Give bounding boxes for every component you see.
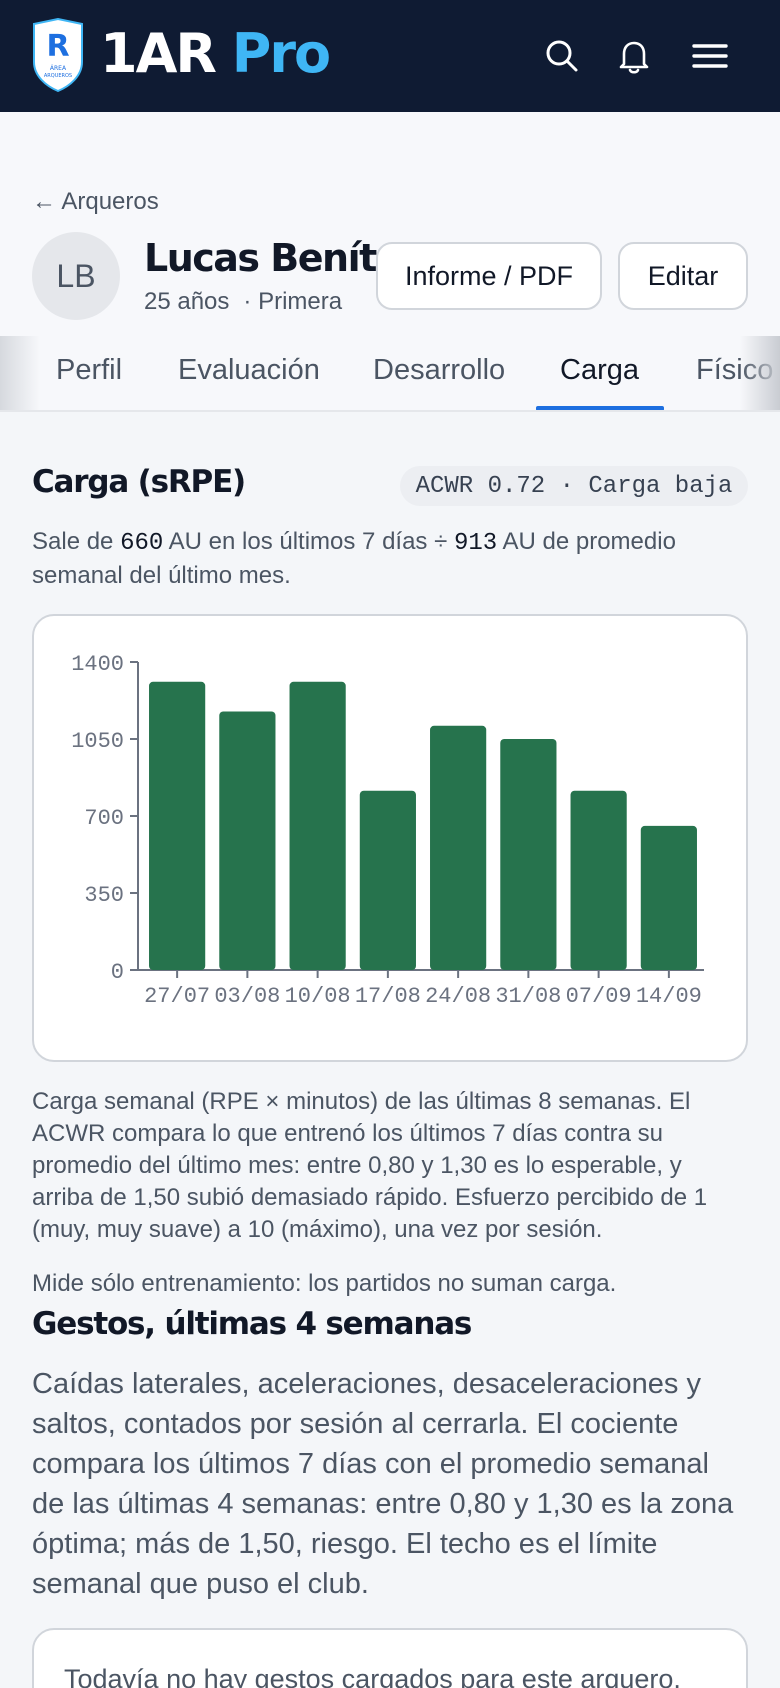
brand-accent: Pro bbox=[231, 22, 331, 85]
y-tick-label: 0 bbox=[111, 960, 124, 985]
load-summary: Sale de 660 AU en los últimos 7 días ÷ 9… bbox=[32, 526, 748, 592]
bell-icon[interactable] bbox=[614, 36, 654, 76]
summary-mid: AU en los últimos 7 días ÷ bbox=[163, 528, 454, 555]
tab-carga[interactable]: Carga bbox=[560, 354, 639, 386]
x-tick-label: 03/08 bbox=[214, 984, 280, 1009]
y-tick-label: 1050 bbox=[71, 729, 124, 754]
app-header: R ÁREA ARQUEROS 1AR Pro bbox=[0, 0, 780, 112]
y-tick-label: 350 bbox=[84, 883, 124, 908]
x-tick-label: 17/08 bbox=[355, 984, 421, 1009]
chart-bar bbox=[570, 790, 627, 970]
svg-text:R: R bbox=[46, 29, 69, 64]
load-explanation: Carga semanal (RPE × minutos) de las últ… bbox=[32, 1088, 708, 1243]
tab-scroll-fade-left bbox=[0, 336, 40, 410]
chart-bar bbox=[289, 681, 346, 970]
chart-bar bbox=[430, 725, 487, 970]
tab-perfil[interactable]: Perfil bbox=[56, 354, 123, 386]
chart-bar bbox=[149, 681, 206, 970]
search-icon[interactable] bbox=[542, 36, 582, 76]
svg-text:ARQUEROS: ARQUEROS bbox=[44, 73, 72, 79]
acwr-badge: ACWR 0.72 · Carga baja bbox=[400, 466, 748, 506]
active-tab-indicator bbox=[536, 406, 664, 410]
gestures-empty-card: Todavía no hay gestos cargados para este… bbox=[32, 1628, 748, 1688]
load-section-title: Carga (sRPE) bbox=[32, 464, 246, 500]
x-tick-label: 27/07 bbox=[144, 984, 210, 1009]
tab-evaluacion[interactable]: Evaluación bbox=[178, 354, 320, 386]
gestures-empty-message: Todavía no hay gestos cargados para este… bbox=[64, 1664, 681, 1688]
edit-button[interactable]: Editar bbox=[618, 242, 748, 310]
report-pdf-button[interactable]: Informe / PDF bbox=[376, 242, 602, 310]
avatar: LB bbox=[32, 232, 120, 320]
back-link[interactable]: ← Arqueros bbox=[32, 188, 159, 215]
y-tick-label: 700 bbox=[84, 806, 124, 831]
summary-post: AU de promedio semanal del último mes. bbox=[32, 528, 676, 589]
load-chart-card: 0 350 700 1050 1400 27/07 03/08 10/08 17/08 24/08… bbox=[32, 614, 748, 1062]
gestures-section-title: Gestos, últimas 4 semanas bbox=[32, 1306, 472, 1342]
load-note: Mide sólo entrenamiento: los partidos no… bbox=[32, 1270, 617, 1297]
x-tick-label: 07/09 bbox=[566, 984, 632, 1009]
svg-text:ÁREA: ÁREA bbox=[50, 65, 67, 72]
app-logo[interactable]: R ÁREA ARQUEROS bbox=[30, 18, 86, 92]
tab-desarrollo[interactable]: Desarrollo bbox=[373, 354, 506, 386]
player-category: · Primera bbox=[243, 288, 343, 315]
y-tick-label: 1400 bbox=[71, 652, 124, 677]
player-name: Lucas Benítez bbox=[144, 236, 422, 280]
summary-chronic-value: 913 bbox=[453, 530, 498, 557]
player-age: 25 años bbox=[144, 288, 230, 315]
x-tick-label: 10/08 bbox=[285, 984, 351, 1009]
x-tick-label: 31/08 bbox=[495, 984, 561, 1009]
chart-bar bbox=[640, 825, 697, 970]
chart-bar bbox=[359, 790, 416, 970]
load-bar-chart: 0 350 700 1050 1400 27/07 03/08 10/08 17/08 24/08… bbox=[71, 652, 704, 1009]
summary-pre: Sale de bbox=[32, 528, 121, 555]
chart-bar bbox=[219, 711, 276, 970]
tab-scroll-fade-right bbox=[740, 336, 780, 410]
chart-bar bbox=[500, 739, 557, 970]
brand-wordmark: 1AR Pro bbox=[100, 22, 331, 86]
gestures-description: Caídas laterales, aceleraciones, desacel… bbox=[32, 1368, 734, 1600]
x-tick-label: 24/08 bbox=[425, 984, 491, 1009]
menu-icon[interactable] bbox=[690, 36, 730, 76]
brand-main: 1AR bbox=[100, 22, 217, 85]
player-meta: 25 años · Primera bbox=[144, 288, 342, 316]
tab-bar: Perfil Evaluación Desarrollo Carga Físic… bbox=[0, 336, 780, 412]
x-tick-label: 14/09 bbox=[636, 984, 702, 1009]
summary-acute-value: 660 bbox=[120, 530, 164, 557]
